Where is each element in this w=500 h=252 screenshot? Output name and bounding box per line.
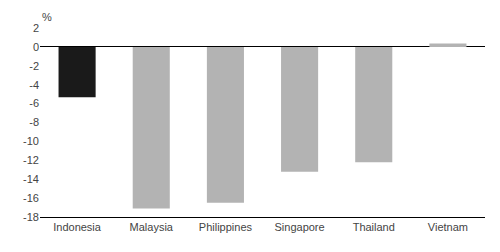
svg-text:Singapore: Singapore (275, 221, 325, 233)
svg-text:-10: -10 (23, 135, 39, 147)
svg-text:Vietnam: Vietnam (428, 221, 468, 233)
svg-text:-16: -16 (23, 192, 39, 204)
svg-text:-14: -14 (23, 173, 39, 185)
svg-text:2: 2 (33, 22, 39, 34)
svg-text:-4: -4 (29, 79, 39, 91)
svg-text:-8: -8 (29, 116, 39, 128)
svg-text:-2: -2 (29, 60, 39, 72)
svg-text:-18: -18 (23, 211, 39, 223)
svg-text:-12: -12 (23, 154, 39, 166)
svg-text:Philippines: Philippines (199, 221, 253, 233)
svg-text:Malaysia: Malaysia (130, 221, 174, 233)
svg-text:Thailand: Thailand (353, 221, 395, 233)
svg-text:-6: -6 (29, 97, 39, 109)
svg-text:Indonesia: Indonesia (53, 221, 102, 233)
svg-text:0: 0 (33, 41, 39, 53)
svg-text:%: % (42, 11, 52, 23)
